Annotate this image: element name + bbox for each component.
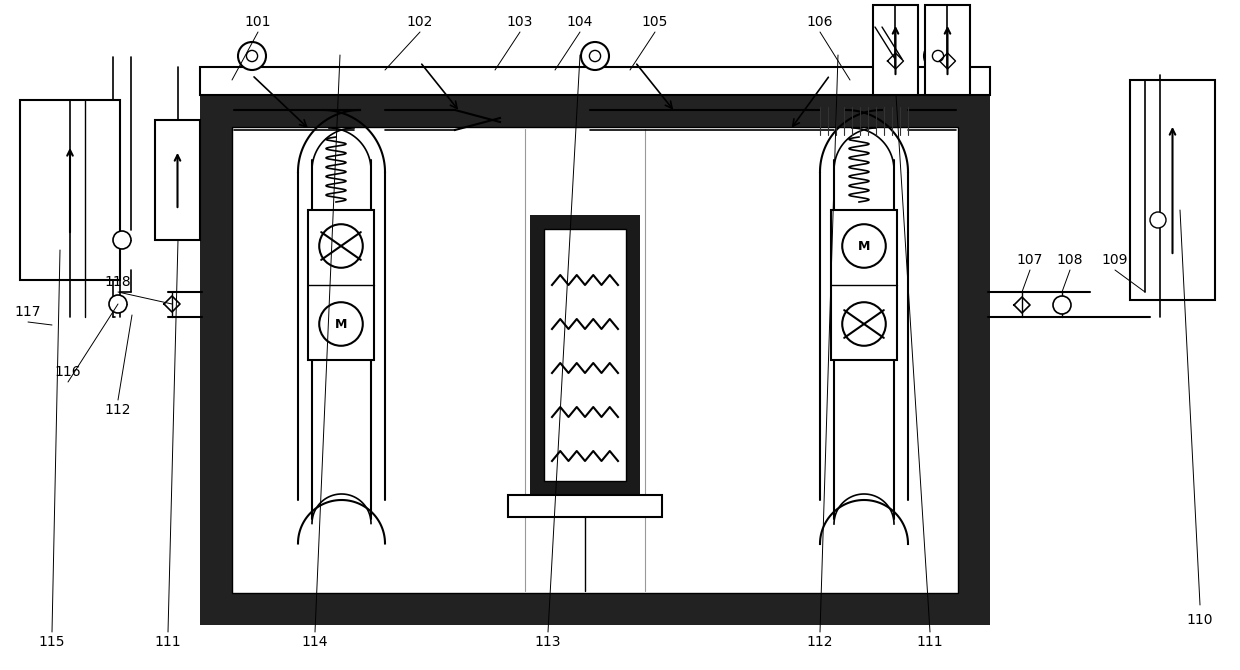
Bar (925, 5, 970, 95)
Circle shape (1149, 212, 1166, 228)
Circle shape (113, 231, 131, 249)
Text: 108: 108 (1056, 253, 1084, 267)
Text: 116: 116 (55, 365, 82, 379)
Circle shape (582, 42, 609, 70)
Text: 106: 106 (807, 15, 833, 29)
Bar (508, 495, 662, 517)
Bar (544, 229, 626, 481)
Bar (200, 95, 990, 625)
Circle shape (247, 50, 258, 62)
Text: 102: 102 (407, 15, 433, 29)
Text: 111: 111 (916, 635, 944, 649)
Text: M: M (858, 239, 870, 253)
Text: 112: 112 (104, 403, 131, 417)
Text: 111: 111 (155, 635, 181, 649)
Bar (529, 215, 640, 495)
Text: 115: 115 (38, 635, 66, 649)
Text: 112: 112 (807, 635, 833, 649)
Circle shape (238, 42, 267, 70)
Text: 110: 110 (1187, 613, 1213, 627)
Circle shape (1053, 296, 1071, 314)
Circle shape (109, 295, 126, 313)
Text: 105: 105 (642, 15, 668, 29)
Text: 118: 118 (104, 275, 131, 289)
Circle shape (924, 42, 952, 70)
Text: 113: 113 (534, 635, 562, 649)
Bar (831, 210, 897, 360)
Bar (20, 100, 120, 280)
Bar (308, 210, 374, 360)
Text: 114: 114 (301, 635, 329, 649)
Text: 109: 109 (1102, 253, 1128, 267)
Circle shape (932, 50, 944, 62)
Text: 101: 101 (244, 15, 272, 29)
Bar (200, 67, 990, 95)
Bar (232, 127, 959, 593)
Circle shape (589, 50, 600, 62)
Bar (1130, 80, 1215, 300)
Text: 104: 104 (567, 15, 593, 29)
Bar (155, 120, 200, 240)
Bar (873, 5, 918, 95)
Text: M: M (335, 318, 347, 330)
Text: 117: 117 (15, 305, 41, 319)
Text: 103: 103 (507, 15, 533, 29)
Text: 107: 107 (1017, 253, 1043, 267)
